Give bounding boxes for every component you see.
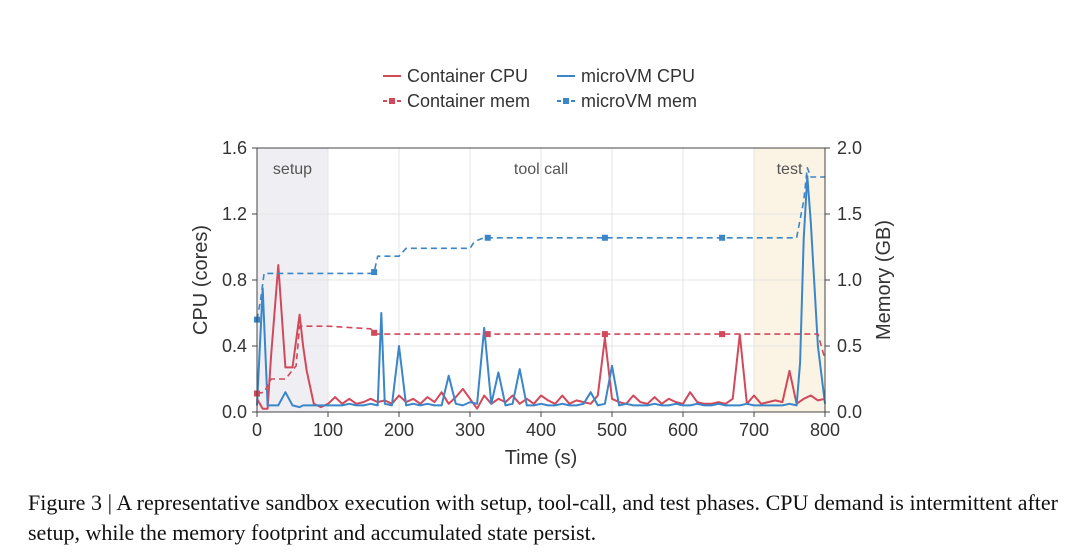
axes: 0 100 200 300 400 500 600 700 8000.00.40.81.21.6…: [190, 138, 895, 469]
y-tick-label-3: 1.2: [222, 204, 247, 224]
series-marker-microvm-mem-2: [484, 234, 491, 241]
x-tick-label-5: 500: [597, 420, 627, 440]
series-marker-container-mem-2: [484, 331, 491, 338]
series-marker-microvm-mem-1: [371, 269, 378, 276]
legend-label-microvm-cpu: microVM CPU: [581, 66, 695, 86]
legend-marker-microvm-mem: [563, 98, 569, 104]
legend-label-container-mem: Container mem: [407, 91, 530, 111]
x-tick-label-4: 400: [526, 420, 556, 440]
x-tick-label-2: 200: [384, 420, 414, 440]
series-layer: [254, 167, 826, 410]
chart-legend: Container CPU microVM CPU Container mem mic…: [383, 66, 697, 111]
x-axis-label: Time (s): [505, 447, 578, 469]
chart-figure: Container CPU microVM CPU Container mem mic…: [190, 66, 895, 469]
y2-tick-label-2: 1.0: [837, 270, 862, 290]
series-marker-microvm-mem-4: [719, 234, 726, 241]
figure-caption: Figure 3 | A representative sandbox exec…: [28, 490, 1058, 545]
y-tick-label-0: 0.0: [222, 402, 247, 422]
y-tick-label-2: 0.8: [222, 270, 247, 290]
y2-tick-label-1: 0.5: [837, 336, 862, 356]
legend-label-microvm-mem: microVM mem: [581, 91, 697, 111]
x-tick-label-3: 300: [455, 420, 485, 440]
series-line-microvm-mem: [256, 167, 825, 320]
phase-label-0: setup: [273, 161, 312, 178]
y-tick-label-1: 0.4: [222, 336, 247, 356]
y2-axis-label: Memory (GB): [873, 220, 895, 340]
legend-label-container-cpu: Container CPU: [407, 66, 528, 86]
series-marker-container-mem-4: [719, 331, 726, 338]
y2-tick-label-0: 0.0: [837, 402, 862, 422]
x-tick-label-1: 100: [313, 420, 343, 440]
x-tick-label-6: 600: [668, 420, 698, 440]
x-tick-label-7: 700: [739, 420, 769, 440]
y2-tick-label-4: 2.0: [837, 138, 862, 158]
x-tick-label-8: 800: [810, 420, 840, 440]
series-marker-microvm-mem-3: [601, 234, 608, 241]
series-marker-container-mem-3: [601, 331, 608, 338]
y2-tick-label-3: 1.5: [837, 204, 862, 224]
series-line-microvm-cpu: [256, 175, 826, 409]
series-line-container-mem: [256, 325, 826, 395]
phase-label-2: test: [777, 161, 803, 178]
y-tick-label-4: 1.6: [222, 138, 247, 158]
legend-marker-container-mem: [389, 98, 395, 104]
x-tick-label-0: 0: [252, 420, 262, 440]
series-marker-container-mem-1: [371, 329, 378, 336]
series-line-container-cpu: [256, 264, 826, 410]
y-axis-label: CPU (cores): [190, 225, 212, 335]
